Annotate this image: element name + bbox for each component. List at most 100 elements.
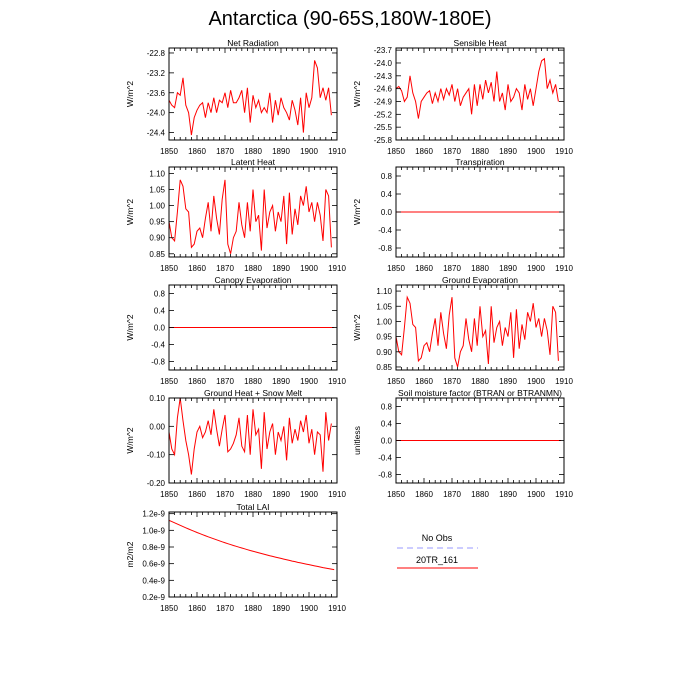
sensible-heat-y-tick-label: -25.2 — [374, 110, 393, 119]
total-lai-x-tick-label: 1860 — [188, 604, 206, 613]
total-lai-x-tick-label: 1870 — [216, 604, 234, 613]
ground-evaporation-y-tick-label: 1.00 — [376, 317, 392, 326]
net-radiation-x-tick-label: 1890 — [272, 147, 290, 156]
soil-moisture-factor-y-tick-label: -0.4 — [378, 454, 392, 463]
chart-total-lai: 1850 1860 1870 1880 1890 1900 1910 1.2e-9 1.0e-9… — [125, 502, 346, 613]
soil-moisture-factor-y-tick-label: 0.4 — [381, 420, 393, 429]
latent-heat-x-tick-label: 1900 — [300, 264, 318, 273]
canopy-evaporation-y-tick-label: -0.4 — [151, 341, 165, 350]
soil-moisture-factor-y-tick-label: 0.8 — [381, 403, 393, 412]
soil-moisture-factor-title: Soil moisture factor (BTRAN or BTRANMN) — [398, 388, 562, 398]
ground-evaporation-series-line — [396, 295, 559, 368]
soil-moisture-factor-y-label: unitless — [352, 426, 362, 455]
canopy-evaporation-x-tick-label: 1900 — [300, 377, 318, 386]
latent-heat-series-line — [169, 179, 332, 254]
soil-moisture-factor-x-tick-label: 1890 — [499, 490, 517, 499]
ground-heat-snow-melt-x-tick-label: 1860 — [188, 490, 206, 499]
ground-heat-snow-melt-x-tick-label: 1890 — [272, 490, 290, 499]
sensible-heat-series-line — [396, 57, 559, 119]
sensible-heat-x-tick-label: 1860 — [415, 147, 433, 156]
sensible-heat-plot-frame — [395, 47, 565, 141]
net-radiation-y-tick-label: -24.0 — [147, 109, 166, 118]
total-lai-y-tick-label: 0.8e-9 — [142, 543, 165, 552]
total-lai-x-tick-label: 1880 — [244, 604, 262, 613]
transpiration-y-tick-label: -0.8 — [378, 244, 392, 253]
total-lai-x-tick-label: 1850 — [160, 604, 178, 613]
net-radiation-y-tick-label: -22.8 — [147, 49, 166, 58]
canopy-evaporation-y-tick-label: 0.4 — [154, 307, 166, 316]
sensible-heat-x-tick-label: 1900 — [527, 147, 545, 156]
sensible-heat-x-tick-label: 1890 — [499, 147, 517, 156]
transpiration-x-tick-label: 1850 — [387, 264, 405, 273]
total-lai-y-tick-label: 0.4e-9 — [142, 576, 165, 585]
ground-heat-snow-melt-y-tick-label: 0.10 — [149, 394, 165, 403]
canopy-evaporation-y-label: W/m^2 — [125, 314, 135, 340]
latent-heat-y-tick-label: 1.05 — [149, 186, 165, 195]
ground-heat-snow-melt-x-tick-label: 1900 — [300, 490, 318, 499]
ground-evaporation-y-label: W/m^2 — [352, 314, 362, 340]
ground-heat-snow-melt-y-tick-label: 0.00 — [149, 422, 165, 431]
sensible-heat-x-tick-label: 1850 — [387, 147, 405, 156]
total-lai-series-line — [169, 519, 335, 571]
net-radiation-y-tick-label: -24.4 — [147, 129, 166, 138]
latent-heat-y-tick-label: 1.00 — [149, 202, 165, 211]
transpiration-y-tick-label: 0.0 — [381, 208, 393, 217]
canopy-evaporation-x-tick-label: 1910 — [328, 377, 346, 386]
sensible-heat-y-tick-label: -25.8 — [374, 136, 393, 145]
net-radiation-y-tick-label: -23.6 — [147, 89, 166, 98]
latent-heat-y-tick-label: 0.90 — [149, 234, 165, 243]
transpiration-x-tick-label: 1890 — [499, 264, 517, 273]
total-lai-title: Total LAI — [236, 502, 269, 512]
total-lai-y-tick-label: 1.2e-9 — [142, 510, 165, 519]
chart-sensible-heat: 1850 1860 1870 1880 1890 1900 1910 -23.7 -24.0 -2… — [352, 38, 573, 156]
chart-soil-moisture-factor: 1850 1860 1870 1880 1890 1900 1910 0.8 0.4 0.0 -0.… — [352, 388, 573, 499]
sensible-heat-y-tick-label: -24.9 — [374, 97, 393, 106]
ground-evaporation-x-tick-label: 1900 — [527, 377, 545, 386]
soil-moisture-factor-x-tick-label: 1910 — [555, 490, 573, 499]
net-radiation-y-tick-label: -23.2 — [147, 69, 166, 78]
ground-heat-snow-melt-x-tick-label: 1910 — [328, 490, 346, 499]
net-radiation-x-tick-label: 1850 — [160, 147, 178, 156]
ground-heat-snow-melt-x-tick-label: 1870 — [216, 490, 234, 499]
legend-label: No Obs — [422, 533, 453, 543]
ground-evaporation-y-tick-label: 0.90 — [376, 348, 392, 357]
ground-evaporation-x-tick-label: 1880 — [471, 377, 489, 386]
canopy-evaporation-y-tick-label: 0.0 — [154, 324, 166, 333]
latent-heat-x-tick-label: 1850 — [160, 264, 178, 273]
transpiration-x-tick-label: 1860 — [415, 264, 433, 273]
sensible-heat-y-tick-label: -24.6 — [374, 85, 393, 94]
ground-heat-snow-melt-y-label: W/m^2 — [125, 427, 135, 453]
latent-heat-x-tick-label: 1860 — [188, 264, 206, 273]
ground-heat-snow-melt-y-tick-label: -0.20 — [147, 479, 166, 488]
chart-ground-evaporation: 1850 1860 1870 1880 1890 1900 1910 0.85 0.90 0.95… — [352, 275, 573, 386]
latent-heat-title: Latent Heat — [231, 157, 276, 167]
ground-heat-snow-melt-title: Ground Heat + Snow Melt — [204, 388, 303, 398]
figure-title: Antarctica (90-65S,180W-180E) — [208, 8, 492, 30]
canopy-evaporation-x-tick-label: 1880 — [244, 377, 262, 386]
ground-heat-snow-melt-series-line — [169, 398, 332, 475]
net-radiation-x-tick-label: 1880 — [244, 147, 262, 156]
canopy-evaporation-x-tick-label: 1860 — [188, 377, 206, 386]
canopy-evaporation-y-tick-label: 0.8 — [154, 290, 166, 299]
total-lai-y-label: m2/m2 — [125, 541, 135, 567]
ground-heat-snow-melt-x-tick-label: 1850 — [160, 490, 178, 499]
chart-ground-heat-snow-melt: 1850 1860 1870 1880 1890 1900 1910 0.10 0.00 -0.1… — [125, 388, 346, 499]
total-lai-y-tick-label: 1.0e-9 — [142, 526, 165, 535]
net-radiation-x-tick-label: 1900 — [300, 147, 318, 156]
soil-moisture-factor-x-tick-label: 1900 — [527, 490, 545, 499]
soil-moisture-factor-y-tick-label: -0.8 — [378, 471, 392, 480]
ground-evaporation-y-tick-label: 0.85 — [376, 363, 392, 372]
ground-evaporation-x-tick-label: 1860 — [415, 377, 433, 386]
latent-heat-x-tick-label: 1910 — [328, 264, 346, 273]
transpiration-y-tick-label: -0.4 — [378, 226, 392, 235]
transpiration-x-tick-label: 1900 — [527, 264, 545, 273]
ground-heat-snow-melt-x-tick-label: 1880 — [244, 490, 262, 499]
canopy-evaporation-x-tick-label: 1890 — [272, 377, 290, 386]
transpiration-x-tick-label: 1870 — [443, 264, 461, 273]
latent-heat-y-tick-label: 0.95 — [149, 218, 165, 227]
latent-heat-y-tick-label: 0.85 — [149, 250, 165, 259]
net-radiation-y-label: W/m^2 — [125, 81, 135, 107]
canopy-evaporation-y-tick-label: -0.8 — [151, 358, 165, 367]
total-lai-x-tick-label: 1900 — [300, 604, 318, 613]
